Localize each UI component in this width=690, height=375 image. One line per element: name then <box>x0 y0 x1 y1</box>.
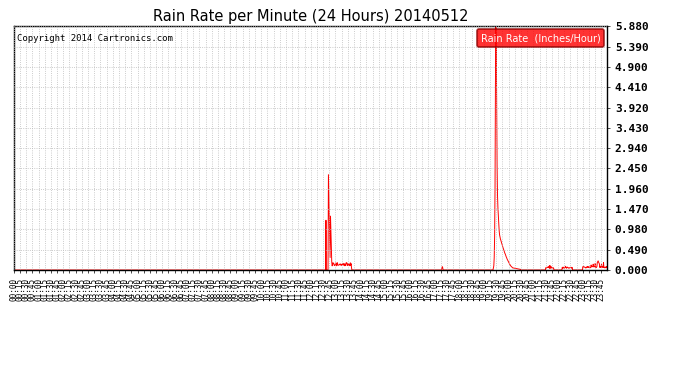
Text: Copyright 2014 Cartronics.com: Copyright 2014 Cartronics.com <box>17 34 172 43</box>
Title: Rain Rate per Minute (24 Hours) 20140512: Rain Rate per Minute (24 Hours) 20140512 <box>152 9 469 24</box>
Legend: Rain Rate  (Inches/Hour): Rain Rate (Inches/Hour) <box>477 29 604 47</box>
